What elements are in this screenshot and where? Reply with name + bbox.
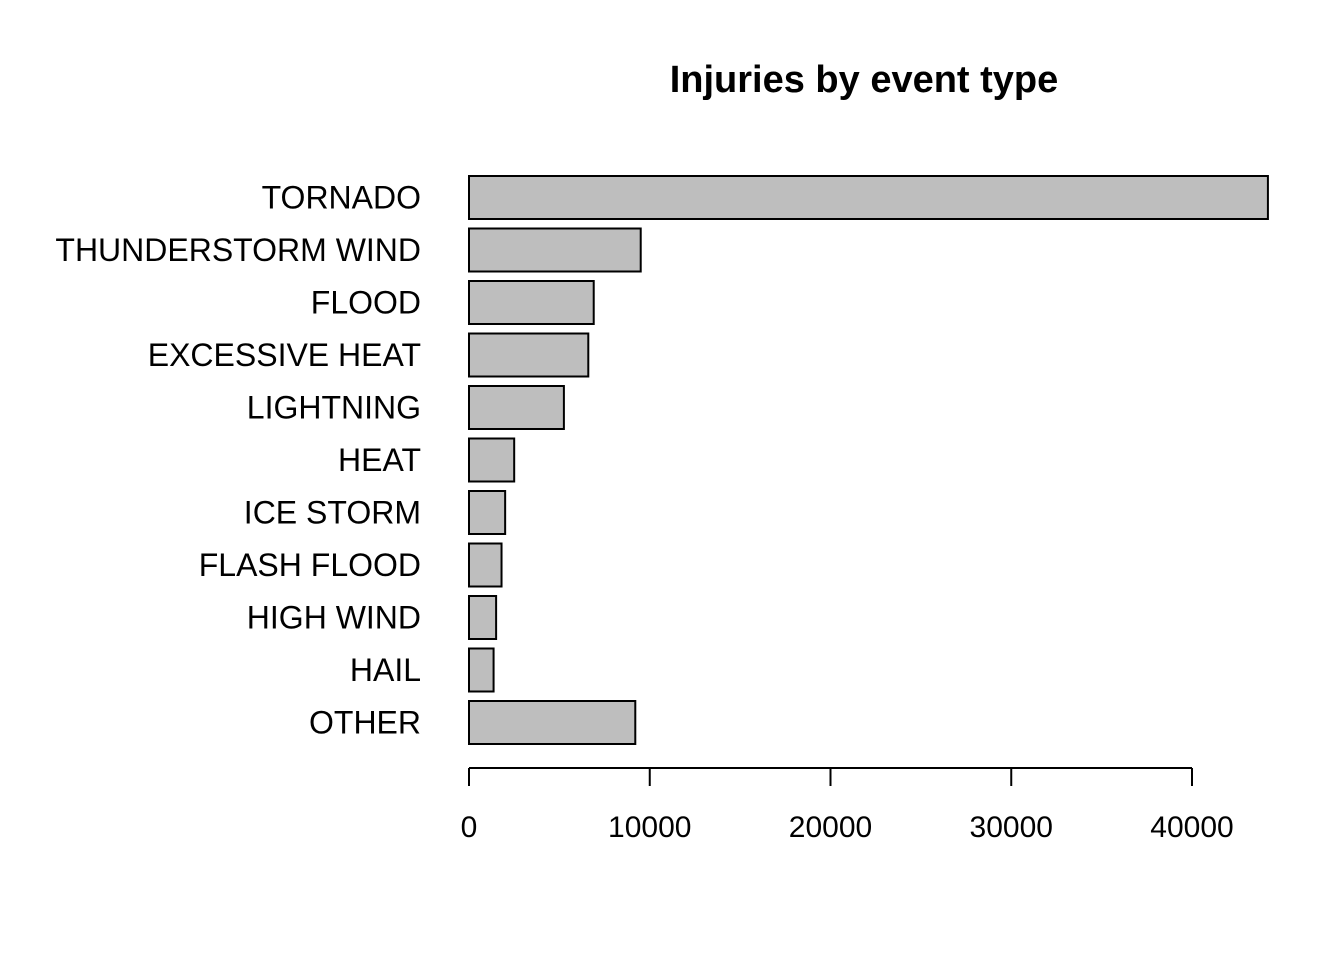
bar-high-wind bbox=[468, 595, 498, 640]
bar-ice-storm bbox=[468, 490, 507, 535]
category-label: FLASH FLOOD bbox=[199, 547, 421, 583]
bar-flood bbox=[468, 280, 595, 325]
bar-other bbox=[468, 700, 637, 745]
category-label: LIGHTNING bbox=[247, 390, 421, 426]
bar-lightning bbox=[468, 385, 565, 430]
x-tick-label: 10000 bbox=[608, 811, 691, 844]
x-axis: 0 10000 20000 30000 40000 bbox=[461, 767, 1234, 844]
bar-hail bbox=[468, 647, 495, 693]
bar-tornado bbox=[468, 175, 1269, 220]
x-tick-label: 0 bbox=[461, 811, 478, 844]
bar-heat bbox=[468, 437, 516, 483]
category-label: EXCESSIVE HEAT bbox=[148, 337, 421, 373]
x-tick-label: 30000 bbox=[970, 811, 1053, 844]
bars-group bbox=[468, 175, 1269, 745]
x-tick-label: 20000 bbox=[789, 811, 872, 844]
category-label: HEAT bbox=[338, 442, 421, 478]
category-label: ICE STORM bbox=[244, 495, 421, 531]
category-label: TORNADO bbox=[262, 180, 421, 216]
category-label: HAIL bbox=[350, 652, 421, 688]
bar-excessive-heat bbox=[468, 332, 590, 378]
bar-thunderstorm-wind bbox=[468, 227, 642, 273]
category-labels-group: TORNADO THUNDERSTORM WIND FLOOD EXCESSIVE H… bbox=[55, 180, 421, 741]
category-label: THUNDERSTORM WIND bbox=[55, 232, 421, 268]
category-label: FLOOD bbox=[311, 285, 421, 321]
category-label: OTHER bbox=[309, 705, 421, 741]
chart-title: Injuries by event type bbox=[670, 59, 1059, 101]
category-label: HIGH WIND bbox=[247, 600, 421, 636]
x-tick-label: 40000 bbox=[1150, 811, 1233, 844]
bar-flash-flood bbox=[468, 542, 503, 588]
